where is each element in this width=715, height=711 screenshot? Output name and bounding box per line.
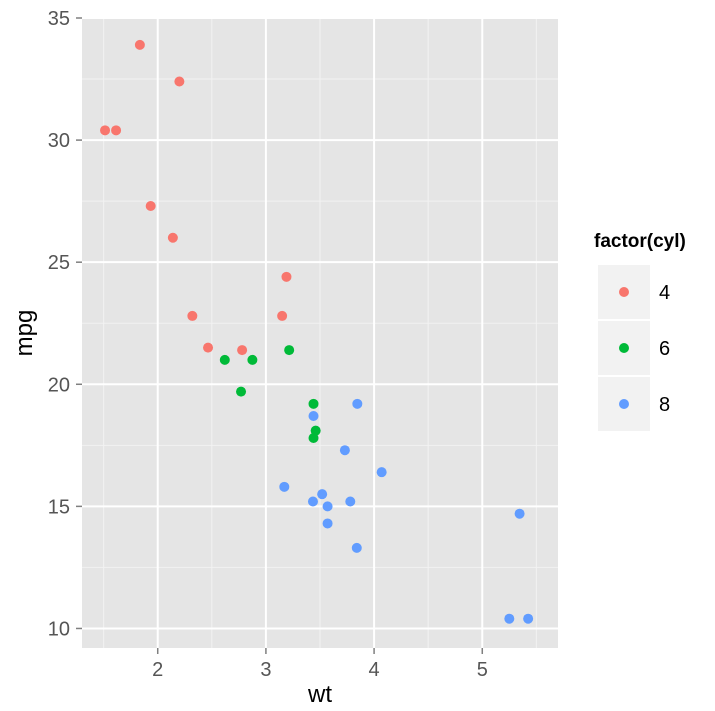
data-point-cyl-4: [203, 342, 214, 353]
data-point-cyl-6: [308, 398, 319, 409]
data-point-cyl-6: [308, 433, 319, 443]
legend-label: 4: [659, 282, 670, 304]
legend-title: factor(cyl): [594, 231, 686, 252]
x-tick-label: 3: [260, 659, 271, 681]
major-gridlines: [82, 17, 558, 648]
legend-key-point-cyl-4: [619, 287, 629, 297]
data-point-cyl-8: [322, 518, 333, 529]
data-point-cyl-8: [308, 411, 319, 422]
data-point-cyl-4: [100, 125, 111, 136]
data-point-cyl-8: [307, 496, 318, 507]
x-tick-label: 2: [152, 659, 163, 681]
y-tick-label: 15: [48, 496, 70, 518]
x-axis-title: wt: [307, 681, 332, 708]
data-point-cyl-8: [279, 481, 290, 492]
data-point-cyl-8: [317, 489, 328, 500]
axis-ticks: [76, 17, 484, 654]
data-point-cyl-8: [345, 496, 356, 507]
data-point-cyl-8: [339, 445, 350, 456]
data-point-cyl-8: [504, 613, 515, 624]
data-point-cyl-4: [134, 39, 145, 50]
x-tick-label: 5: [477, 659, 488, 681]
data-point-cyl-6: [219, 354, 230, 365]
data-point-cyl-6: [247, 354, 258, 365]
data-point-cyl-8: [351, 542, 362, 553]
data-point-cyl-4: [167, 232, 178, 243]
y-tick-label: 25: [48, 252, 70, 274]
legend-label: 8: [659, 394, 670, 416]
data-point-cyl-6: [284, 345, 295, 356]
x-axis-tick-labels: 2 3 4 5: [152, 659, 488, 681]
data-point-cyl-4: [145, 201, 156, 212]
data-point-cyl-8: [514, 508, 525, 519]
data-point-cyl-4: [237, 345, 248, 356]
legend-items: 4 6 8: [596, 263, 670, 433]
legend-key-point-cyl-6: [619, 343, 629, 353]
y-tick-label: 30: [48, 130, 70, 152]
data-point-cyl-4: [281, 271, 292, 282]
y-axis-title: mpg: [11, 310, 38, 357]
legend-key-point-cyl-8: [619, 399, 629, 409]
legend: factor(cyl) 4 6 8: [594, 231, 686, 433]
x-tick-label: 4: [369, 659, 380, 681]
data-point-cyl-6: [236, 386, 247, 397]
legend-label: 6: [659, 338, 670, 360]
data-point-cyl-8: [352, 398, 363, 409]
minor-gridlines: [82, 18, 558, 648]
data-point-cyl-8: [523, 613, 534, 624]
data-point-cyl-8: [376, 467, 387, 478]
y-tick-label: 10: [48, 618, 70, 640]
data-point-cyl-4: [174, 76, 185, 87]
data-points: [100, 39, 534, 624]
y-axis-tick-labels: 10 15 20 25 30 35: [48, 8, 70, 640]
y-tick-label: 20: [48, 374, 70, 396]
data-point-cyl-4: [277, 310, 288, 321]
data-point-cyl-4: [187, 310, 198, 321]
data-point-cyl-4: [111, 125, 122, 136]
y-tick-label: 35: [48, 8, 70, 30]
data-point-cyl-8: [322, 501, 333, 512]
